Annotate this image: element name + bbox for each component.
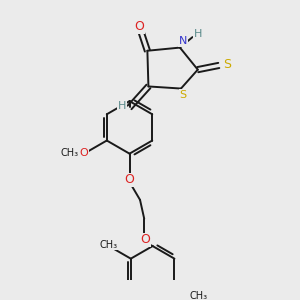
Text: CH₃: CH₃ (61, 148, 79, 158)
Text: N: N (179, 36, 187, 46)
Text: O: O (79, 148, 88, 158)
Text: O: O (124, 173, 134, 186)
Text: H: H (118, 101, 126, 111)
Text: S: S (223, 58, 231, 71)
Text: CH₃: CH₃ (99, 240, 118, 250)
Text: O: O (140, 233, 150, 246)
Text: S: S (179, 90, 187, 100)
Text: O: O (134, 20, 144, 33)
Text: H: H (194, 29, 202, 39)
Text: CH₃: CH₃ (190, 292, 208, 300)
